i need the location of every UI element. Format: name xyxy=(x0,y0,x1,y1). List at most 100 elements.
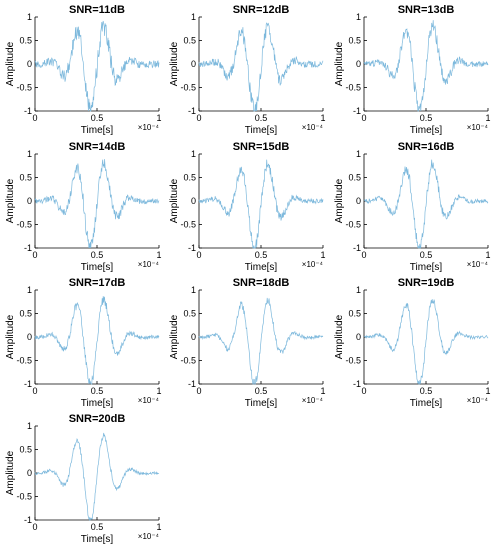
x-axis-label: Time[s] xyxy=(410,262,443,273)
x-tick-label: 1 xyxy=(320,250,325,260)
y-tick-label: 0.5 xyxy=(183,173,196,183)
x-axis-label: Time[s] xyxy=(245,262,278,273)
y-axis-label: Amplitude xyxy=(5,41,16,86)
subplot-title: SNR=19dB xyxy=(398,277,455,289)
x-multiplier: ×10⁻⁴ xyxy=(138,396,160,405)
y-tick-label: -1 xyxy=(24,106,32,116)
y-tick-label: -1 xyxy=(188,106,196,116)
x-multiplier: ×10⁻⁴ xyxy=(138,260,160,269)
y-tick-label: 1 xyxy=(191,149,196,159)
x-tick-label: 0.5 xyxy=(91,113,104,123)
signal-trace xyxy=(34,296,160,385)
x-tick-label: 0 xyxy=(32,386,37,396)
y-tick-label: -1 xyxy=(188,379,196,389)
y-axis-label: Amplitude xyxy=(169,178,180,223)
y-tick-label: 1 xyxy=(191,285,196,295)
y-tick-label: -1 xyxy=(24,379,32,389)
signal-trace xyxy=(363,299,489,385)
y-tick-label: 0.5 xyxy=(183,309,196,319)
y-tick-label: -0.5 xyxy=(180,356,196,366)
x-tick-label: 1 xyxy=(320,386,325,396)
y-tick-label: 1 xyxy=(356,285,361,295)
x-tick-label: 1 xyxy=(156,113,161,123)
x-tick-label: 0 xyxy=(361,250,366,260)
x-tick-label: 0.5 xyxy=(420,250,433,260)
x-tick-label: 0.5 xyxy=(91,250,104,260)
y-tick-label: 0 xyxy=(356,196,361,206)
x-axis-label: Time[s] xyxy=(245,398,278,409)
y-tick-label: -1 xyxy=(24,243,32,253)
x-multiplier: ×10⁻⁴ xyxy=(138,123,160,132)
y-tick-label: 1 xyxy=(27,12,32,22)
signal-trace xyxy=(198,159,324,249)
x-axis-label: Time[s] xyxy=(81,398,114,409)
y-tick-label: -1 xyxy=(353,106,361,116)
y-tick-label: 0 xyxy=(27,332,32,342)
y-tick-label: -0.5 xyxy=(16,220,32,230)
x-tick-label: 0 xyxy=(361,386,366,396)
x-multiplier: ×10⁻⁴ xyxy=(467,396,489,405)
y-tick-label: 0 xyxy=(191,332,196,342)
x-tick-label: 1 xyxy=(485,250,490,260)
y-tick-label: 0.5 xyxy=(19,309,32,319)
y-tick-label: 0.5 xyxy=(348,36,361,46)
x-multiplier: ×10⁻⁴ xyxy=(302,396,324,405)
y-axis-label: Amplitude xyxy=(169,41,180,86)
signal-trace xyxy=(363,20,489,112)
y-tick-label: 1 xyxy=(356,12,361,22)
signal-trace xyxy=(198,297,324,385)
x-tick-label: 0.5 xyxy=(420,113,433,123)
x-axis-label: Time[s] xyxy=(410,398,443,409)
x-multiplier: ×10⁻⁴ xyxy=(467,260,489,269)
subplot-title: SNR=18dB xyxy=(233,277,290,289)
y-tick-label: -0.5 xyxy=(16,356,32,366)
y-tick-label: 0.5 xyxy=(19,445,32,455)
y-tick-label: 1 xyxy=(27,285,32,295)
y-tick-label: -0.5 xyxy=(16,83,32,93)
y-tick-label: -0.5 xyxy=(345,220,361,230)
y-tick-label: 1 xyxy=(356,149,361,159)
y-axis-label: Amplitude xyxy=(169,314,180,359)
y-axis-label: Amplitude xyxy=(5,178,16,223)
x-tick-label: 0 xyxy=(361,113,366,123)
y-tick-label: 0 xyxy=(27,468,32,478)
y-tick-label: -0.5 xyxy=(16,492,32,502)
x-axis-label: Time[s] xyxy=(245,125,278,136)
x-tick-label: 0 xyxy=(196,250,201,260)
y-tick-label: 0 xyxy=(191,196,196,206)
x-multiplier: ×10⁻⁴ xyxy=(138,532,160,541)
x-tick-label: 0.5 xyxy=(91,386,104,396)
x-multiplier: ×10⁻⁴ xyxy=(467,123,489,132)
y-tick-label: 0.5 xyxy=(348,309,361,319)
x-tick-label: 0.5 xyxy=(255,386,268,396)
y-tick-label: 0 xyxy=(356,332,361,342)
y-tick-label: 0.5 xyxy=(348,173,361,183)
x-axis-label: Time[s] xyxy=(81,262,114,273)
x-tick-label: 1 xyxy=(156,386,161,396)
y-axis-label: Amplitude xyxy=(334,314,345,359)
signal-trace xyxy=(34,432,160,522)
x-tick-label: 0 xyxy=(32,250,37,260)
y-tick-label: 1 xyxy=(191,12,196,22)
x-tick-label: 0.5 xyxy=(91,522,104,532)
y-tick-label: 0.5 xyxy=(19,36,32,46)
x-tick-label: 0 xyxy=(32,113,37,123)
y-tick-label: 0 xyxy=(191,59,196,69)
y-axis-label: Amplitude xyxy=(334,178,345,223)
x-tick-label: 0 xyxy=(196,386,201,396)
x-tick-label: 0.5 xyxy=(255,113,268,123)
x-tick-label: 1 xyxy=(485,113,490,123)
y-tick-label: 0 xyxy=(356,59,361,69)
x-tick-label: 0.5 xyxy=(255,250,268,260)
y-tick-label: -1 xyxy=(353,243,361,253)
signal-trace xyxy=(34,20,160,112)
